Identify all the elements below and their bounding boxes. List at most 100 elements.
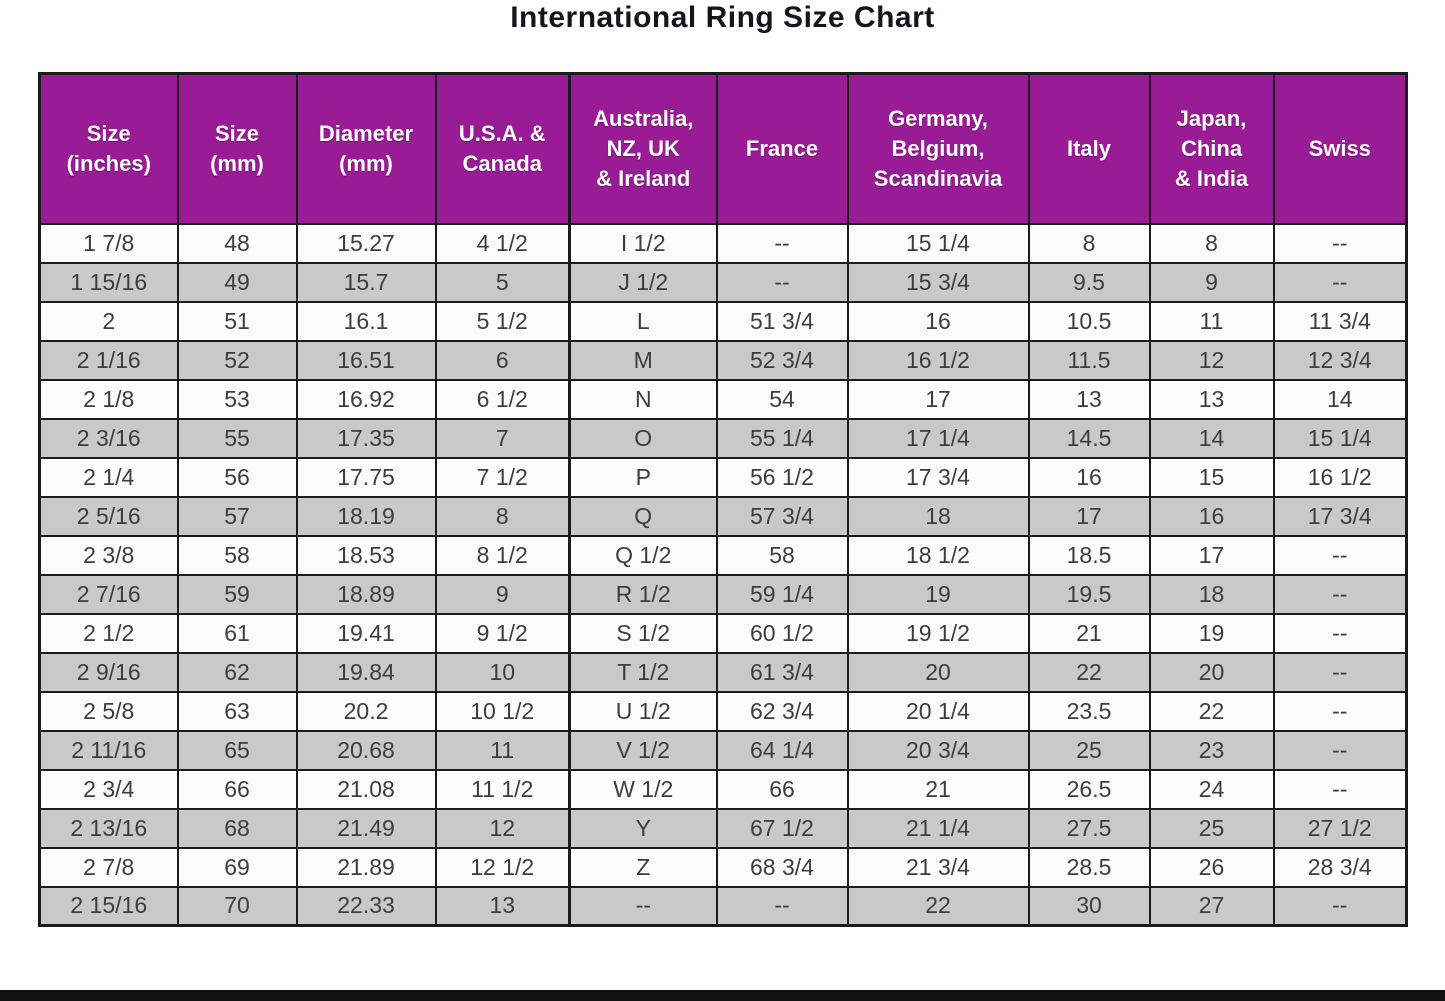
cell-swiss: 14 xyxy=(1272,378,1408,420)
col-header-france: France xyxy=(715,72,849,225)
table-row: 2 5/16 57 18.19 8 Q 57 3/4 18 17 16 17 3… xyxy=(38,495,1408,537)
col-header-australia-nz-uk-ireland: Australia, NZ, UK & Ireland xyxy=(568,72,718,225)
table-row: 2 1/16 52 16.51 6 M 52 3/4 16 1/2 11.5 1… xyxy=(38,339,1408,381)
cell-size-mm: 70 xyxy=(176,885,298,927)
cell-size-inches: 2 3/8 xyxy=(38,534,179,576)
table-row: 2 1/8 53 16.92 6 1/2 N 54 17 13 13 14 xyxy=(38,378,1408,420)
table-body: 1 7/8 48 15.27 4 1/2 I 1/2 -- 15 1/4 8 8… xyxy=(38,222,1408,927)
cell-diameter-mm: 17.35 xyxy=(295,417,437,459)
cell-italy: 14.5 xyxy=(1027,417,1151,459)
cell-germany-belgium-scandinavia: 17 xyxy=(846,378,1030,420)
cell-diameter-mm: 17.75 xyxy=(295,456,437,498)
cell-usa-canada: 11 1/2 xyxy=(434,768,571,810)
table-row: 2 15/16 70 22.33 13 -- -- 22 30 27 -- xyxy=(38,885,1408,927)
cell-size-mm: 68 xyxy=(176,807,298,849)
cell-usa-canada: 7 xyxy=(434,417,571,459)
cell-italy: 26.5 xyxy=(1027,768,1151,810)
cell-france: 59 1/4 xyxy=(715,573,849,615)
cell-italy: 17 xyxy=(1027,495,1151,537)
cell-italy: 11.5 xyxy=(1027,339,1151,381)
cell-usa-canada: 9 1/2 xyxy=(434,612,571,654)
cell-australia-nz-uk-ireland: -- xyxy=(568,885,718,927)
cell-diameter-mm: 22.33 xyxy=(295,885,437,927)
cell-germany-belgium-scandinavia: 20 3/4 xyxy=(846,729,1030,771)
cell-swiss: -- xyxy=(1272,261,1408,303)
cell-japan-china-india: 13 xyxy=(1148,378,1275,420)
header-row: Size (inches) Size (mm) Diameter (mm) U.… xyxy=(38,72,1408,225)
cell-swiss: -- xyxy=(1272,612,1408,654)
cell-australia-nz-uk-ireland: S 1/2 xyxy=(568,612,718,654)
cell-france: 61 3/4 xyxy=(715,651,849,693)
cell-australia-nz-uk-ireland: P xyxy=(568,456,718,498)
cell-diameter-mm: 21.08 xyxy=(295,768,437,810)
bottom-bar xyxy=(0,990,1445,1001)
table-row: 1 15/16 49 15.7 5 J 1/2 -- 15 3/4 9.5 9 … xyxy=(38,261,1408,303)
cell-usa-canada: 8 xyxy=(434,495,571,537)
table-row: 2 1/4 56 17.75 7 1/2 P 56 1/2 17 3/4 16 … xyxy=(38,456,1408,498)
cell-japan-china-india: 17 xyxy=(1148,534,1275,576)
cell-france: 62 3/4 xyxy=(715,690,849,732)
cell-germany-belgium-scandinavia: 21 xyxy=(846,768,1030,810)
table-row: 2 51 16.1 5 1/2 L 51 3/4 16 10.5 11 11 3… xyxy=(38,300,1408,342)
cell-usa-canada: 12 1/2 xyxy=(434,846,571,888)
cell-france: 56 1/2 xyxy=(715,456,849,498)
cell-diameter-mm: 16.92 xyxy=(295,378,437,420)
cell-france: 66 xyxy=(715,768,849,810)
cell-size-mm: 53 xyxy=(176,378,298,420)
cell-diameter-mm: 18.89 xyxy=(295,573,437,615)
cell-japan-china-india: 14 xyxy=(1148,417,1275,459)
cell-italy: 23.5 xyxy=(1027,690,1151,732)
table-row: 2 7/8 69 21.89 12 1/2 Z 68 3/4 21 3/4 28… xyxy=(38,846,1408,888)
table-row: 2 3/16 55 17.35 7 O 55 1/4 17 1/4 14.5 1… xyxy=(38,417,1408,459)
cell-diameter-mm: 21.49 xyxy=(295,807,437,849)
page-title: International Ring Size Chart xyxy=(510,1,935,34)
cell-usa-canada: 5 1/2 xyxy=(434,300,571,342)
cell-australia-nz-uk-ireland: Q 1/2 xyxy=(568,534,718,576)
cell-japan-china-india: 16 xyxy=(1148,495,1275,537)
cell-germany-belgium-scandinavia: 16 xyxy=(846,300,1030,342)
cell-germany-belgium-scandinavia: 18 xyxy=(846,495,1030,537)
cell-swiss: -- xyxy=(1272,690,1408,732)
cell-france: 52 3/4 xyxy=(715,339,849,381)
cell-japan-china-india: 18 xyxy=(1148,573,1275,615)
cell-germany-belgium-scandinavia: 19 1/2 xyxy=(846,612,1030,654)
col-header-size-mm: Size (mm) xyxy=(176,72,298,225)
cell-size-inches: 1 7/8 xyxy=(38,222,179,264)
cell-australia-nz-uk-ireland: J 1/2 xyxy=(568,261,718,303)
cell-size-inches: 1 15/16 xyxy=(38,261,179,303)
cell-australia-nz-uk-ireland: O xyxy=(568,417,718,459)
cell-swiss: -- xyxy=(1272,222,1408,264)
cell-size-inches: 2 1/8 xyxy=(38,378,179,420)
cell-japan-china-india: 12 xyxy=(1148,339,1275,381)
cell-italy: 25 xyxy=(1027,729,1151,771)
cell-size-mm: 61 xyxy=(176,612,298,654)
cell-size-mm: 59 xyxy=(176,573,298,615)
cell-japan-china-india: 26 xyxy=(1148,846,1275,888)
table-row: 2 9/16 62 19.84 10 T 1/2 61 3/4 20 22 20… xyxy=(38,651,1408,693)
col-header-japan-china-india: Japan, China & India xyxy=(1148,72,1275,225)
cell-diameter-mm: 19.84 xyxy=(295,651,437,693)
cell-swiss: -- xyxy=(1272,729,1408,771)
cell-australia-nz-uk-ireland: W 1/2 xyxy=(568,768,718,810)
cell-size-inches: 2 9/16 xyxy=(38,651,179,693)
cell-usa-canada: 12 xyxy=(434,807,571,849)
cell-swiss: 16 1/2 xyxy=(1272,456,1408,498)
col-header-swiss: Swiss xyxy=(1272,72,1408,225)
cell-australia-nz-uk-ireland: I 1/2 xyxy=(568,222,718,264)
cell-france: 51 3/4 xyxy=(715,300,849,342)
cell-size-mm: 65 xyxy=(176,729,298,771)
cell-germany-belgium-scandinavia: 17 3/4 xyxy=(846,456,1030,498)
cell-usa-canada: 13 xyxy=(434,885,571,927)
cell-swiss: 27 1/2 xyxy=(1272,807,1408,849)
cell-australia-nz-uk-ireland: Z xyxy=(568,846,718,888)
cell-size-inches: 2 11/16 xyxy=(38,729,179,771)
cell-australia-nz-uk-ireland: L xyxy=(568,300,718,342)
cell-size-mm: 57 xyxy=(176,495,298,537)
cell-size-inches: 2 3/16 xyxy=(38,417,179,459)
cell-size-inches: 2 15/16 xyxy=(38,885,179,927)
cell-italy: 18.5 xyxy=(1027,534,1151,576)
cell-usa-canada: 6 1/2 xyxy=(434,378,571,420)
cell-japan-china-india: 8 xyxy=(1148,222,1275,264)
cell-germany-belgium-scandinavia: 15 1/4 xyxy=(846,222,1030,264)
